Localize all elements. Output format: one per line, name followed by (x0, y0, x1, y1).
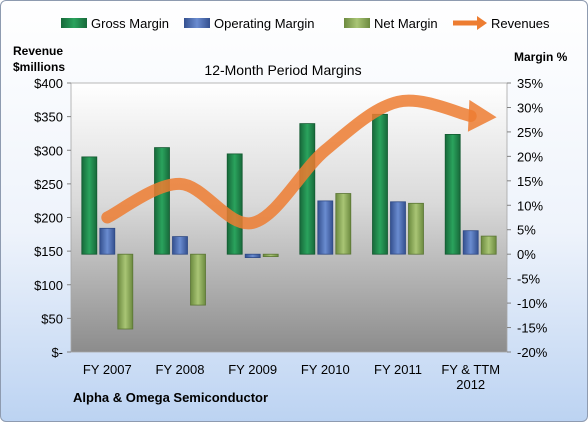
category-label: FY 2007 (83, 362, 132, 377)
right-axis-tick-label: 35% (517, 76, 543, 91)
legend-label-revenues: Revenues (491, 16, 550, 31)
left-axis-tick-label: $250 (34, 177, 63, 192)
right-axis-tick-label: 25% (517, 125, 543, 140)
revenue-line (101, 94, 497, 230)
gross-margin-bar (154, 147, 170, 255)
right-axis-tick-label: -5% (517, 272, 541, 287)
legend-arrowhead-revenues (477, 16, 487, 30)
legend-label-net-margin: Net Margin (374, 16, 438, 31)
category-label: FY & TTM (441, 362, 500, 377)
footer-company: Alpha & Omega Semiconductor (73, 390, 268, 405)
gross-margin-bar (444, 133, 461, 255)
net-margin-bar (335, 193, 352, 255)
left-axis-tick-label: $200 (34, 211, 63, 226)
left-axis-tick-label: $300 (34, 143, 63, 158)
gross-margin-bar (372, 113, 388, 255)
revenues-arrowhead (467, 99, 497, 132)
right-axis-tick-label: 5% (517, 223, 536, 238)
left-axis-title-line1: Revenue (13, 44, 63, 58)
right-axis-tick-label: 10% (517, 198, 543, 213)
operating-margin-bar (317, 200, 334, 255)
plot-area (70, 82, 508, 353)
right-axis-tick-label: 20% (517, 149, 543, 164)
right-axis-tick-label: 30% (517, 101, 543, 116)
right-axis-tick-label: 15% (517, 174, 543, 189)
right-axis-tick-label: -15% (517, 321, 548, 336)
category-label: FY 2010 (301, 362, 350, 377)
right-axis-tick-label: -20% (517, 345, 548, 360)
legend-swatch-gross-margin (61, 18, 87, 28)
category-label: 2012 (456, 377, 485, 392)
net-margin-bar (190, 253, 206, 306)
operating-margin-bar (244, 253, 261, 258)
legend-swatch-net-margin (344, 18, 370, 28)
left-axis-tick-label: $- (51, 345, 63, 360)
right-axis-title: Margin % (514, 50, 568, 64)
left-axis-tick-label: $100 (34, 278, 63, 293)
left-axis-tick-label: $400 (34, 76, 63, 91)
category-label: FY 2008 (156, 362, 205, 377)
gross-margin-bar (226, 153, 243, 255)
axes: $- $50 $100 $150 $200 $250 $300 $350 $400 35% 30% 2… (34, 76, 548, 392)
net-margin-bar (117, 253, 134, 330)
net-margin-bar (408, 202, 424, 255)
gross-margin-bar (299, 123, 316, 255)
operating-margin-bar (462, 230, 479, 255)
operating-margin-bar (172, 236, 188, 255)
left-axis-title-line2: $millions (13, 60, 65, 74)
bars (81, 113, 497, 330)
legend-swatch-operating-margin (184, 18, 210, 28)
operating-margin-bar (99, 227, 116, 255)
net-margin-bar (262, 253, 279, 257)
left-axis-tick-label: $350 (34, 110, 63, 125)
category-label: FY 2009 (228, 362, 277, 377)
chart-title: 12-Month Period Margins (204, 62, 361, 78)
legend-label-gross-margin: Gross Margin (91, 16, 169, 31)
legend-label-operating-margin: Operating Margin (214, 16, 314, 31)
left-axis-tick-label: $50 (41, 311, 63, 326)
right-axis-tick-label: -10% (517, 296, 548, 311)
operating-margin-bar (390, 201, 406, 255)
gross-margin-bar (81, 156, 98, 255)
right-axis-tick-label: 0% (517, 247, 536, 262)
legend: Gross Margin Operating Margin Net Margin… (61, 16, 550, 31)
left-axis-tick-label: $150 (34, 244, 63, 259)
category-label: FY 2011 (374, 362, 422, 377)
net-margin-bar (480, 235, 497, 255)
revenues-line (101, 94, 477, 230)
